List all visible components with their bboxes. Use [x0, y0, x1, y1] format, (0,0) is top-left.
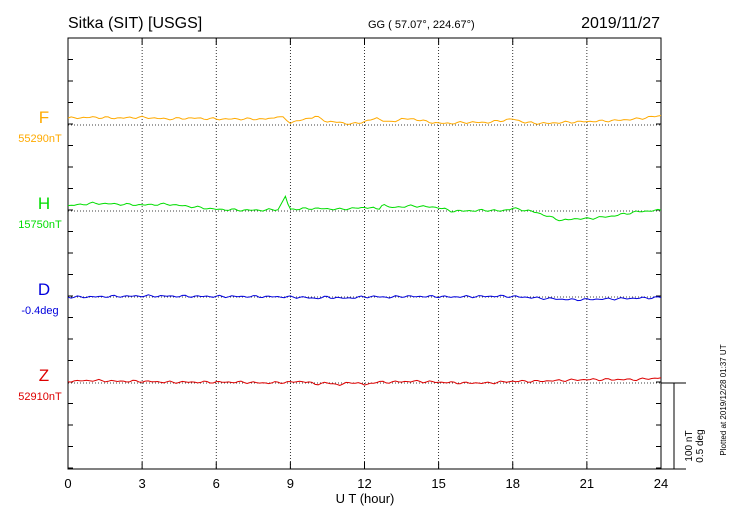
series-name-h: H	[38, 194, 50, 213]
scale-bar: 100 nT 0.5 deg	[661, 382, 706, 470]
baseline-label-d: -0.4deg	[21, 305, 58, 317]
series-name-f: F	[39, 108, 49, 127]
series-name-d: D	[38, 280, 50, 299]
x-tick-label: 3	[139, 476, 146, 491]
series-line-z	[67, 377, 662, 386]
x-tick-label: 9	[287, 476, 294, 491]
series-name-z: Z	[39, 366, 49, 385]
baseline-label-h: 15750nT	[18, 219, 62, 231]
series-lines	[67, 115, 662, 386]
x-tick-label: 0	[64, 476, 71, 491]
baseline-label-f: 55290nT	[18, 133, 62, 145]
x-tick-label: 24	[654, 476, 668, 491]
series-line-h	[67, 195, 662, 222]
x-tick-label: 18	[506, 476, 520, 491]
x-axis-ticks: 0 3 6 9 12 15 18 21 24	[64, 37, 668, 491]
x-tick-label: 12	[357, 476, 371, 491]
x-tick-label: 21	[580, 476, 594, 491]
coordinates-label: GG ( 57.07°, 224.67°)	[368, 19, 475, 31]
series-line-d	[67, 294, 662, 302]
series-line-f	[67, 115, 662, 125]
series-labels: F 55290nT H 15750nT D -0.4deg Z 52910nT	[18, 108, 62, 403]
baseline-label-z: 52910nT	[18, 391, 62, 403]
plotted-at-label: Plotted at 2019/12/28 01:37 UT	[719, 344, 728, 455]
date-label: 2019/11/27	[581, 15, 660, 32]
x-tick-label: 15	[431, 476, 445, 491]
x-axis-label: U T (hour)	[336, 491, 395, 506]
scale-bar-nt-label: 100 nT	[684, 430, 695, 461]
grid-lines	[141, 38, 588, 469]
scale-bar-deg-label: 0.5 deg	[695, 429, 706, 462]
x-tick-label: 6	[213, 476, 220, 491]
station-title: Sitka (SIT) [USGS]	[68, 15, 202, 32]
